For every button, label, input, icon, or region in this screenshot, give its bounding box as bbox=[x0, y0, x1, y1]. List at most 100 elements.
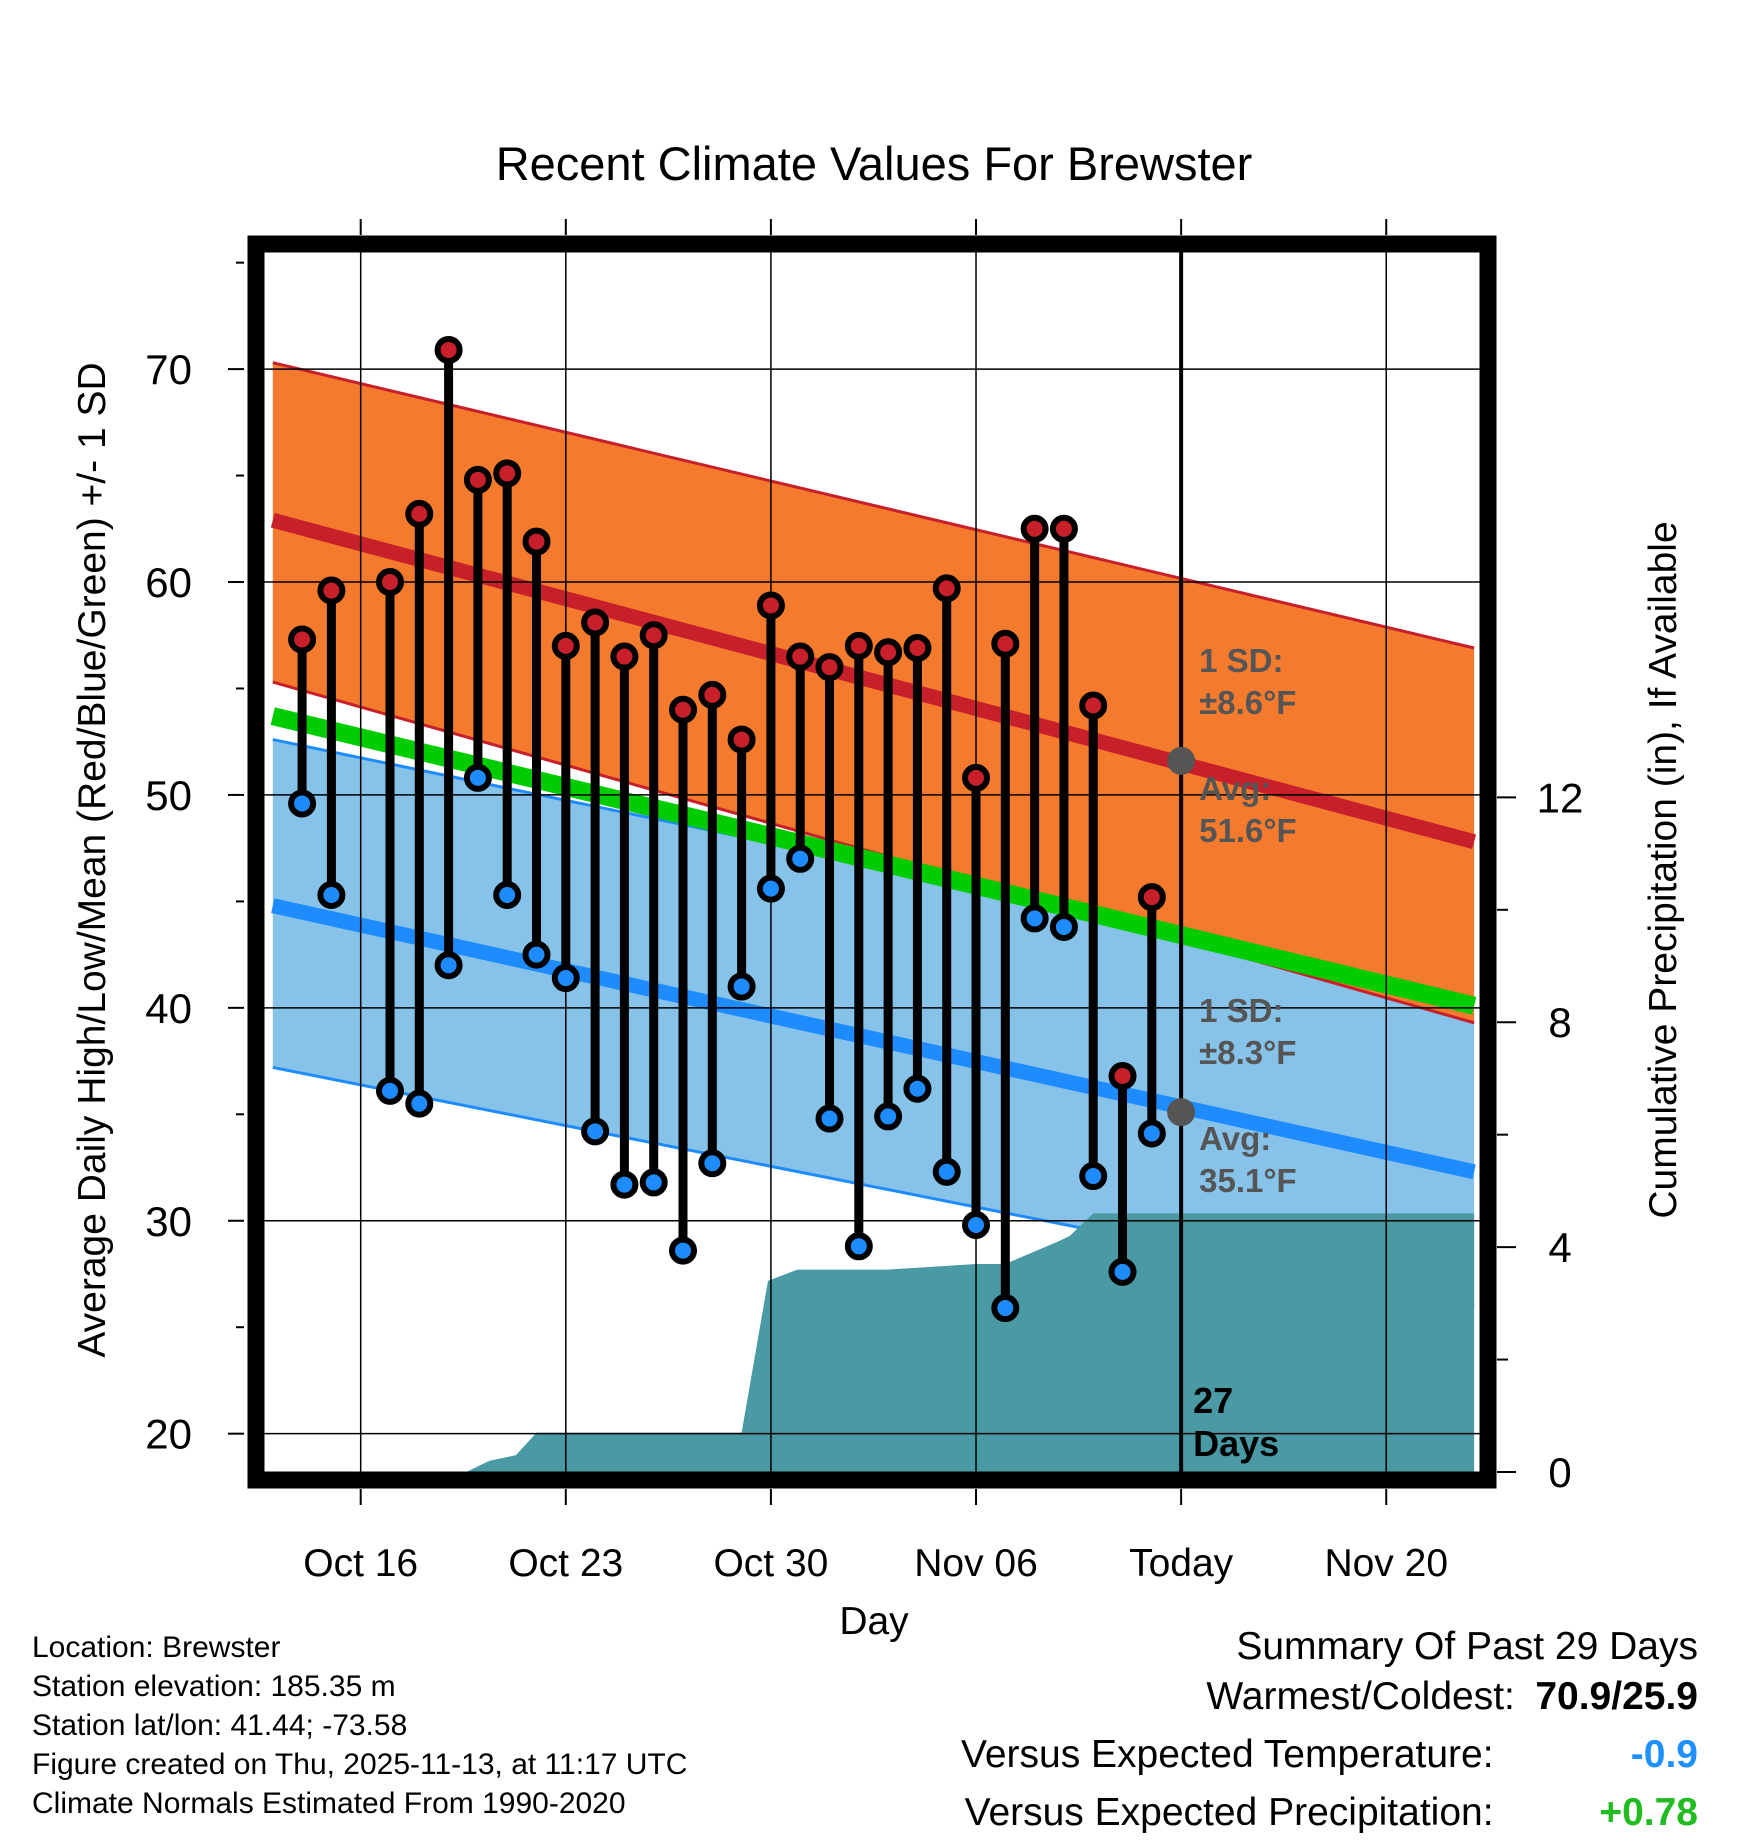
obs-high-point bbox=[1020, 514, 1049, 543]
obs-low-point bbox=[962, 1211, 991, 1240]
low-average-line bbox=[271, 898, 1476, 1180]
obs-low-point bbox=[405, 1089, 434, 1118]
mean-average-line bbox=[270, 707, 1477, 1015]
obs-high-point bbox=[991, 629, 1020, 658]
plot-area: 1 SD: ±8.6°F Avg: 51.6°F 1 SD: ±8.3°F Avg: 35.1… bbox=[264, 252, 1480, 1472]
obs-low-point bbox=[874, 1102, 903, 1131]
low-avg-label: Avg: bbox=[1199, 1120, 1271, 1157]
y-axis-label: Average Daily High/Low/Mean (Red/Blue/Gr… bbox=[71, 362, 114, 1357]
y-tick-label: 30 bbox=[145, 1198, 192, 1245]
obs-low-point bbox=[932, 1157, 961, 1186]
x-tick-label: Nov 06 bbox=[914, 1542, 1038, 1585]
summary-precip-label: Versus Expected Precipitation: bbox=[964, 1791, 1494, 1834]
info-normals: Climate Normals Estimated From 1990-2020 bbox=[32, 1787, 626, 1820]
y2-tick-label: 0 bbox=[1548, 1449, 1571, 1496]
obs-high-point bbox=[405, 499, 434, 528]
cumulative-precipitation-area bbox=[272, 1213, 1475, 1472]
obs-low-point bbox=[991, 1294, 1020, 1323]
y-tick-label: 20 bbox=[145, 1411, 192, 1458]
plot-frame bbox=[247, 235, 1497, 1489]
obs-low-point bbox=[581, 1117, 610, 1146]
x-tick-label: Oct 16 bbox=[303, 1542, 418, 1585]
obs-high-point bbox=[639, 621, 668, 650]
summary-warm-cold-label: Warmest/Coldest: bbox=[1206, 1675, 1515, 1718]
y-tick-label: 40 bbox=[145, 985, 192, 1032]
days-count-number: 27 bbox=[1193, 1380, 1233, 1421]
obs-low-point bbox=[317, 881, 346, 910]
obs-high-point bbox=[610, 642, 639, 671]
obs-high-point bbox=[434, 335, 463, 364]
summary-temp-value: -0.9 bbox=[1630, 1733, 1698, 1776]
obs-high-point bbox=[874, 638, 903, 667]
obs-low-point bbox=[698, 1149, 727, 1178]
high-average-line bbox=[270, 513, 1477, 850]
obs-high-point bbox=[551, 631, 580, 660]
obs-low-point bbox=[1020, 904, 1049, 933]
obs-high-point bbox=[463, 465, 492, 494]
obs-low-point bbox=[1108, 1257, 1137, 1286]
y-tick-label: 50 bbox=[145, 772, 192, 819]
y-tick-label: 60 bbox=[145, 559, 192, 606]
summary-title: Summary Of Past 29 Days bbox=[1236, 1625, 1698, 1668]
obs-high-point bbox=[669, 695, 698, 724]
obs-low-point bbox=[493, 881, 522, 910]
info-location: Location: Brewster bbox=[32, 1631, 281, 1664]
x-axis-label: Day bbox=[839, 1600, 909, 1643]
obs-high-point bbox=[962, 763, 991, 792]
x-tick-label: Nov 20 bbox=[1324, 1542, 1448, 1585]
days-count-word: Days bbox=[1193, 1423, 1279, 1464]
obs-high-point bbox=[493, 459, 522, 488]
summary-precip-value: +0.78 bbox=[1599, 1791, 1698, 1834]
high-avg-label: Avg: bbox=[1199, 770, 1271, 807]
chart-title: Recent Climate Values For Brewster bbox=[496, 137, 1253, 190]
obs-high-point bbox=[581, 608, 610, 637]
high-sd-label: 1 SD: bbox=[1199, 642, 1283, 679]
obs-low-point bbox=[844, 1232, 873, 1261]
high-sd-band bbox=[272, 362, 1475, 1023]
obs-low-point bbox=[669, 1236, 698, 1265]
obs-low-point bbox=[756, 874, 785, 903]
obs-low-point bbox=[434, 951, 463, 980]
y2-tick-label: 4 bbox=[1548, 1224, 1571, 1271]
x-tick-label: Today bbox=[1129, 1542, 1234, 1585]
obs-high-point bbox=[844, 631, 873, 660]
obs-low-point bbox=[639, 1168, 668, 1197]
obs-low-point bbox=[288, 789, 317, 818]
obs-high-point bbox=[903, 634, 932, 663]
high-avg-value: 51.6°F bbox=[1199, 812, 1297, 849]
high-avg-today-marker bbox=[1167, 746, 1196, 775]
summary-warm-cold-value: 70.9/25.9 bbox=[1535, 1675, 1698, 1718]
y2-tick-label: 8 bbox=[1548, 999, 1571, 1046]
obs-high-point bbox=[1079, 691, 1108, 720]
obs-high-point bbox=[522, 527, 551, 556]
y2-tick-label: 12 bbox=[1537, 774, 1584, 821]
low-avg-value: 35.1°F bbox=[1199, 1162, 1297, 1199]
x-tick-label: Oct 23 bbox=[508, 1542, 623, 1585]
high-sd-value: ±8.6°F bbox=[1199, 684, 1296, 721]
obs-low-point bbox=[727, 972, 756, 1001]
obs-low-point bbox=[1079, 1162, 1108, 1191]
obs-low-point bbox=[815, 1104, 844, 1133]
info-elevation: Station elevation: 185.35 m bbox=[32, 1670, 396, 1703]
y2-axis-label: Cumulative Precipitation (in), If Availa… bbox=[1642, 521, 1685, 1218]
obs-low-point bbox=[463, 763, 492, 792]
obs-high-point bbox=[698, 680, 727, 709]
obs-high-point bbox=[786, 642, 815, 671]
summary-temp-label: Versus Expected Temperature: bbox=[960, 1733, 1494, 1776]
low-avg-today-marker bbox=[1167, 1098, 1196, 1127]
obs-low-point bbox=[1137, 1119, 1166, 1148]
obs-low-point bbox=[610, 1170, 639, 1199]
high-sd-band-upper-edge bbox=[272, 361, 1475, 650]
obs-high-point bbox=[1108, 1061, 1137, 1090]
summary-panel: Summary Of Past 29 Days Warmest/Coldest:… bbox=[961, 1622, 1698, 1846]
obs-high-point bbox=[815, 653, 844, 682]
obs-low-point bbox=[786, 844, 815, 873]
obs-high-point bbox=[375, 568, 404, 597]
obs-high-point bbox=[756, 591, 785, 620]
info-latlon: Station lat/lon: 41.44; -73.58 bbox=[32, 1709, 408, 1742]
low-sd-label: 1 SD: bbox=[1199, 992, 1283, 1029]
obs-high-point bbox=[727, 725, 756, 754]
low-sd-band bbox=[272, 739, 1475, 1306]
obs-low-point bbox=[375, 1076, 404, 1105]
obs-high-point bbox=[1049, 514, 1078, 543]
